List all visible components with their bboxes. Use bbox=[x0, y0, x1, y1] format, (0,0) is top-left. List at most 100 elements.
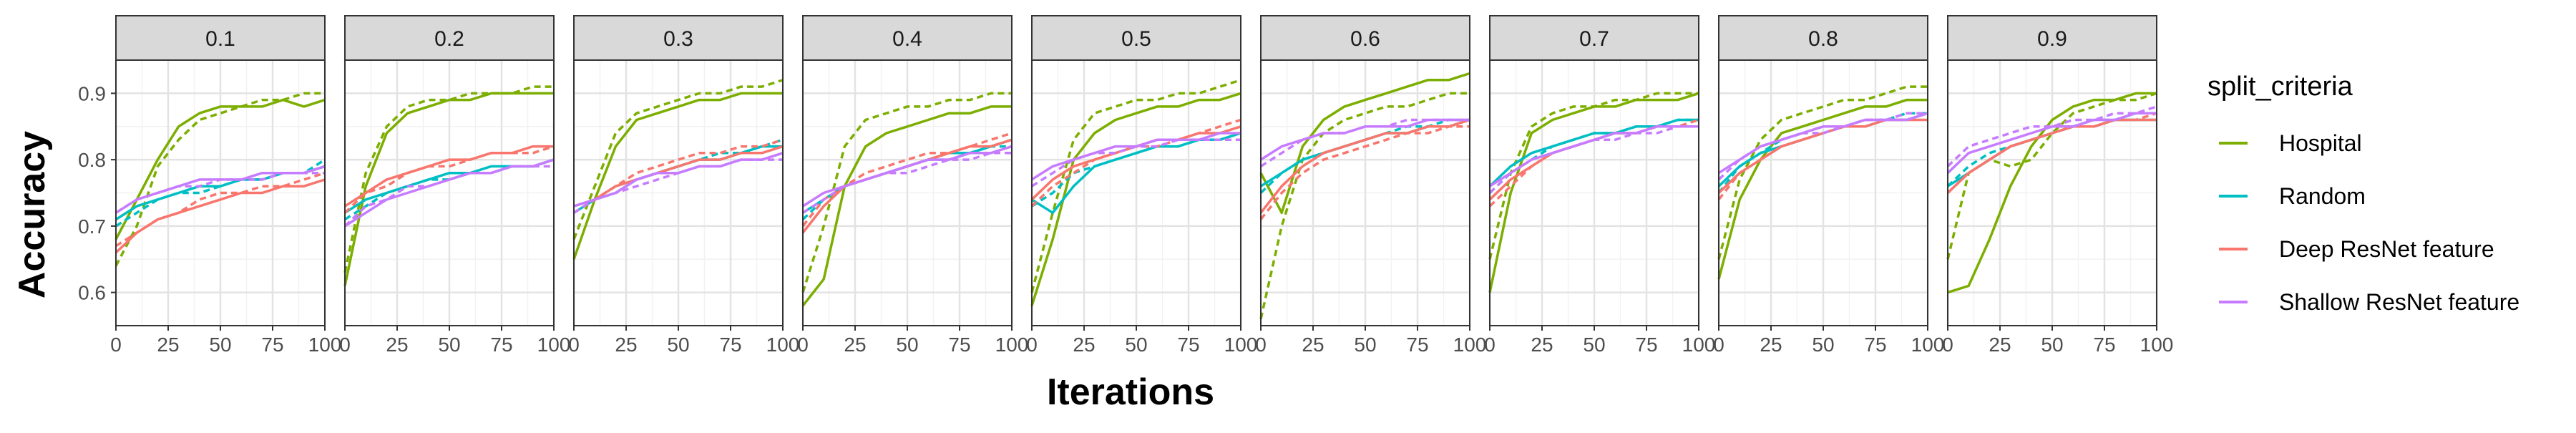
facet-panel: 0.4 0 25 50 75 100 bbox=[797, 15, 1029, 356]
x-tick-label: 75 bbox=[2093, 334, 2115, 356]
facet-strip-label: 0.9 bbox=[2037, 27, 2067, 51]
facet-panel: 0.5 0 25 50 75 100 bbox=[1026, 15, 1258, 356]
y-tick-label: 0.8 bbox=[78, 149, 106, 171]
facet-strip bbox=[1947, 15, 2157, 61]
x-tick-label: 25 bbox=[157, 334, 179, 356]
series-line-deep-resnet-feature-dashed bbox=[801, 132, 1013, 227]
x-tick-label: 50 bbox=[438, 334, 460, 356]
legend-label: Random bbox=[2279, 183, 2366, 209]
x-tick-label: 100 bbox=[995, 334, 1029, 356]
x-tick-label: 0 bbox=[1026, 334, 1038, 356]
series-line-hospital-solid bbox=[343, 92, 554, 286]
x-tick-label: 75 bbox=[1406, 334, 1428, 356]
x-tick-label: 0 bbox=[1713, 334, 1724, 356]
y-tick-label: 0.6 bbox=[78, 282, 106, 304]
x-tick-label: 50 bbox=[1812, 334, 1834, 356]
x-tick-label: 0 bbox=[568, 334, 580, 356]
x-tick-label: 75 bbox=[948, 334, 970, 356]
x-tick-label: 25 bbox=[1989, 334, 2011, 356]
series-line-shallow-resnet-feature-solid bbox=[573, 152, 784, 208]
series-line-shallow-resnet-feature-solid bbox=[1946, 112, 2157, 174]
x-tick-label: 100 bbox=[1911, 334, 1945, 356]
x-tick-label: 100 bbox=[308, 334, 342, 356]
facet-strip-label: 0.7 bbox=[1579, 27, 1609, 51]
series-line-shallow-resnet-feature-dashed bbox=[1031, 138, 1241, 188]
facet-strip-label: 0.1 bbox=[205, 27, 235, 51]
legend-item: Deep ResNet feature bbox=[2215, 230, 2494, 268]
series-line-hospital-solid bbox=[1030, 92, 1241, 306]
y-tick-label: 0.7 bbox=[78, 215, 106, 238]
x-tick-label: 50 bbox=[896, 334, 918, 356]
series-line-deep-resnet-feature-dashed bbox=[1259, 125, 1470, 220]
series-line-hospital-dashed bbox=[572, 79, 784, 240]
facet-panel: 0.8 0 25 50 75 100 bbox=[1713, 15, 1945, 356]
y-axis-title: Accuracy bbox=[11, 131, 53, 298]
x-tick-label: 75 bbox=[1177, 334, 1199, 356]
series-line-hospital-dashed bbox=[343, 85, 554, 273]
series-line-shallow-resnet-feature-solid bbox=[1718, 112, 1928, 175]
facet-panel: 0.3 0 25 50 75 100 bbox=[568, 15, 800, 356]
x-tick-label: 50 bbox=[667, 334, 689, 356]
series-line-hospital-dashed bbox=[801, 92, 1012, 293]
x-tick-label: 25 bbox=[1531, 334, 1553, 356]
x-tick-label: 75 bbox=[719, 334, 741, 356]
y-tick-label: 0.9 bbox=[78, 82, 106, 104]
x-tick-label: 25 bbox=[386, 334, 408, 356]
x-tick-label: 0 bbox=[110, 334, 122, 356]
x-tick-label: 100 bbox=[1453, 334, 1487, 356]
facet-strip bbox=[573, 15, 784, 61]
series-line-hospital-dashed bbox=[114, 92, 325, 267]
series-line-shallow-resnet-feature-solid bbox=[1260, 118, 1470, 161]
x-tick-label: 100 bbox=[537, 334, 571, 356]
x-tick-label: 50 bbox=[2041, 334, 2063, 356]
facet-strip-label: 0.6 bbox=[1350, 27, 1380, 51]
series-line-deep-resnet-feature-dashed bbox=[343, 145, 555, 214]
legend-label: Shallow ResNet feature bbox=[2279, 289, 2519, 315]
x-tick-label: 75 bbox=[490, 334, 512, 356]
series-line-hospital-solid bbox=[114, 98, 326, 240]
facet-strip bbox=[1489, 15, 1699, 61]
facet-strip-label: 0.5 bbox=[1121, 27, 1151, 51]
facet-panel: 0.6 0 25 50 75 100 bbox=[1255, 15, 1487, 356]
series-line-deep-resnet-feature-dashed bbox=[573, 138, 784, 214]
x-tick-label: 50 bbox=[1354, 334, 1376, 356]
series-line-hospital-dashed bbox=[1717, 85, 1928, 260]
x-tick-label: 25 bbox=[1302, 334, 1324, 356]
legend: split_criteria Hospital Random Deep ResNet… bbox=[2207, 72, 2519, 321]
facet-strip-label: 0.8 bbox=[1808, 27, 1838, 51]
facet-strip bbox=[802, 15, 1013, 61]
x-tick-label: 100 bbox=[1682, 334, 1716, 356]
series-line-deep-resnet-feature-dashed bbox=[115, 172, 326, 248]
x-axis-title: Iterations bbox=[1047, 371, 1214, 413]
facet-strip bbox=[115, 15, 326, 61]
series-line-shallow-resnet-feature-solid bbox=[1031, 132, 1241, 181]
facet-panel: 0.7 0 25 50 75 100 bbox=[1484, 15, 1716, 356]
series-line-random-solid bbox=[1488, 118, 1699, 188]
facet-strip-label: 0.4 bbox=[892, 27, 922, 51]
x-tick-label: 0 bbox=[797, 334, 809, 356]
series-line-shallow-resnet-feature-dashed bbox=[802, 152, 1012, 214]
x-tick-label: 25 bbox=[615, 334, 637, 356]
facet-strip bbox=[1718, 15, 1928, 61]
x-tick-label: 100 bbox=[2140, 334, 2174, 356]
series-line-deep-resnet-feature-solid bbox=[114, 178, 326, 254]
legend-title: split_criteria bbox=[2207, 72, 2353, 102]
series-line-hospital-dashed bbox=[1946, 92, 2157, 260]
x-tick-label: 75 bbox=[261, 334, 283, 356]
x-tick-label: 50 bbox=[209, 334, 231, 356]
x-tick-label: 0 bbox=[1942, 334, 1953, 356]
series-line-shallow-resnet-feature-solid bbox=[802, 145, 1013, 208]
series-line-random-dashed bbox=[1717, 112, 1928, 194]
series-line-hospital-dashed bbox=[1259, 92, 1470, 320]
series-line-hospital-solid bbox=[1488, 92, 1699, 293]
series-line-deep-resnet-feature-solid bbox=[344, 145, 554, 208]
facet-panel: 0.2 0 25 50 75 100 bbox=[339, 15, 571, 356]
legend-item: Random bbox=[2215, 177, 2366, 215]
x-tick-label: 0 bbox=[339, 334, 351, 356]
x-tick-label: 100 bbox=[1224, 334, 1258, 356]
series-line-hospital-solid bbox=[801, 105, 1012, 307]
series-line-hospital-solid bbox=[1947, 92, 2157, 294]
x-tick-label: 100 bbox=[766, 334, 800, 356]
x-tick-label: 25 bbox=[1760, 334, 1782, 356]
